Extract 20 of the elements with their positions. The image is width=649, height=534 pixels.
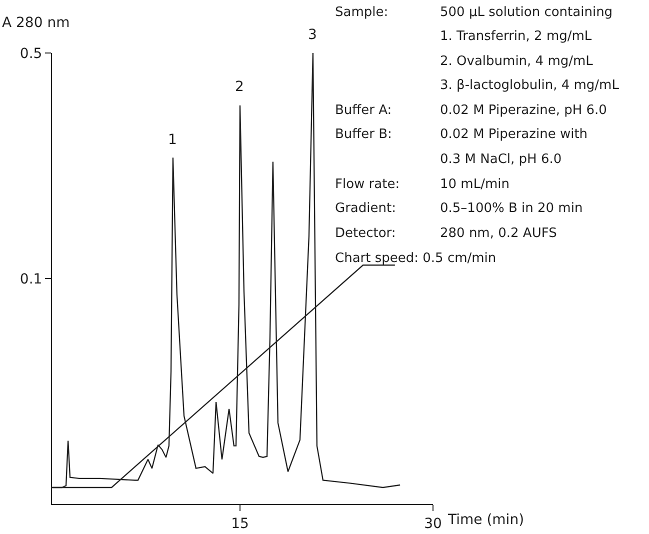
text: Detector: 280 nm, 0.2 AUFS bbox=[335, 226, 557, 241]
y-tick-label: 0.5 bbox=[20, 46, 42, 62]
text: Buffer B: 0.02 M Piperazine with bbox=[335, 127, 588, 142]
y-axis-title: A 280 nm bbox=[2, 15, 70, 31]
text: 2. Ovalbumin, 4 mg/mL bbox=[440, 54, 594, 69]
annotation: 1 bbox=[168, 132, 177, 148]
annotation: Chart speed: 0.5 cm/min bbox=[335, 251, 496, 266]
text: Buffer A: 0.02 M Piperazine, pH 6.0 bbox=[335, 103, 607, 118]
text: 0.3 M NaCl, pH 6.0 bbox=[440, 152, 562, 167]
text: Gradient: 0.5–100% B in 20 min bbox=[335, 201, 583, 216]
text: Flow rate: 10 mL/min bbox=[335, 177, 510, 192]
x-tick-label: 30 bbox=[424, 516, 442, 532]
text: Sample: 500 µL solution containing bbox=[335, 5, 613, 20]
x-tick-label: 15 bbox=[231, 516, 249, 532]
annotation: 3 bbox=[308, 27, 317, 43]
text: 1. Transferrin, 2 mg/mL bbox=[440, 29, 592, 44]
y-tick-label: 0.1 bbox=[20, 271, 42, 288]
text: 3. β-lactoglobulin, 4 mg/mL bbox=[440, 78, 620, 93]
x-axis-title: Time (min) bbox=[447, 512, 524, 528]
annotation: 2 bbox=[235, 79, 244, 95]
